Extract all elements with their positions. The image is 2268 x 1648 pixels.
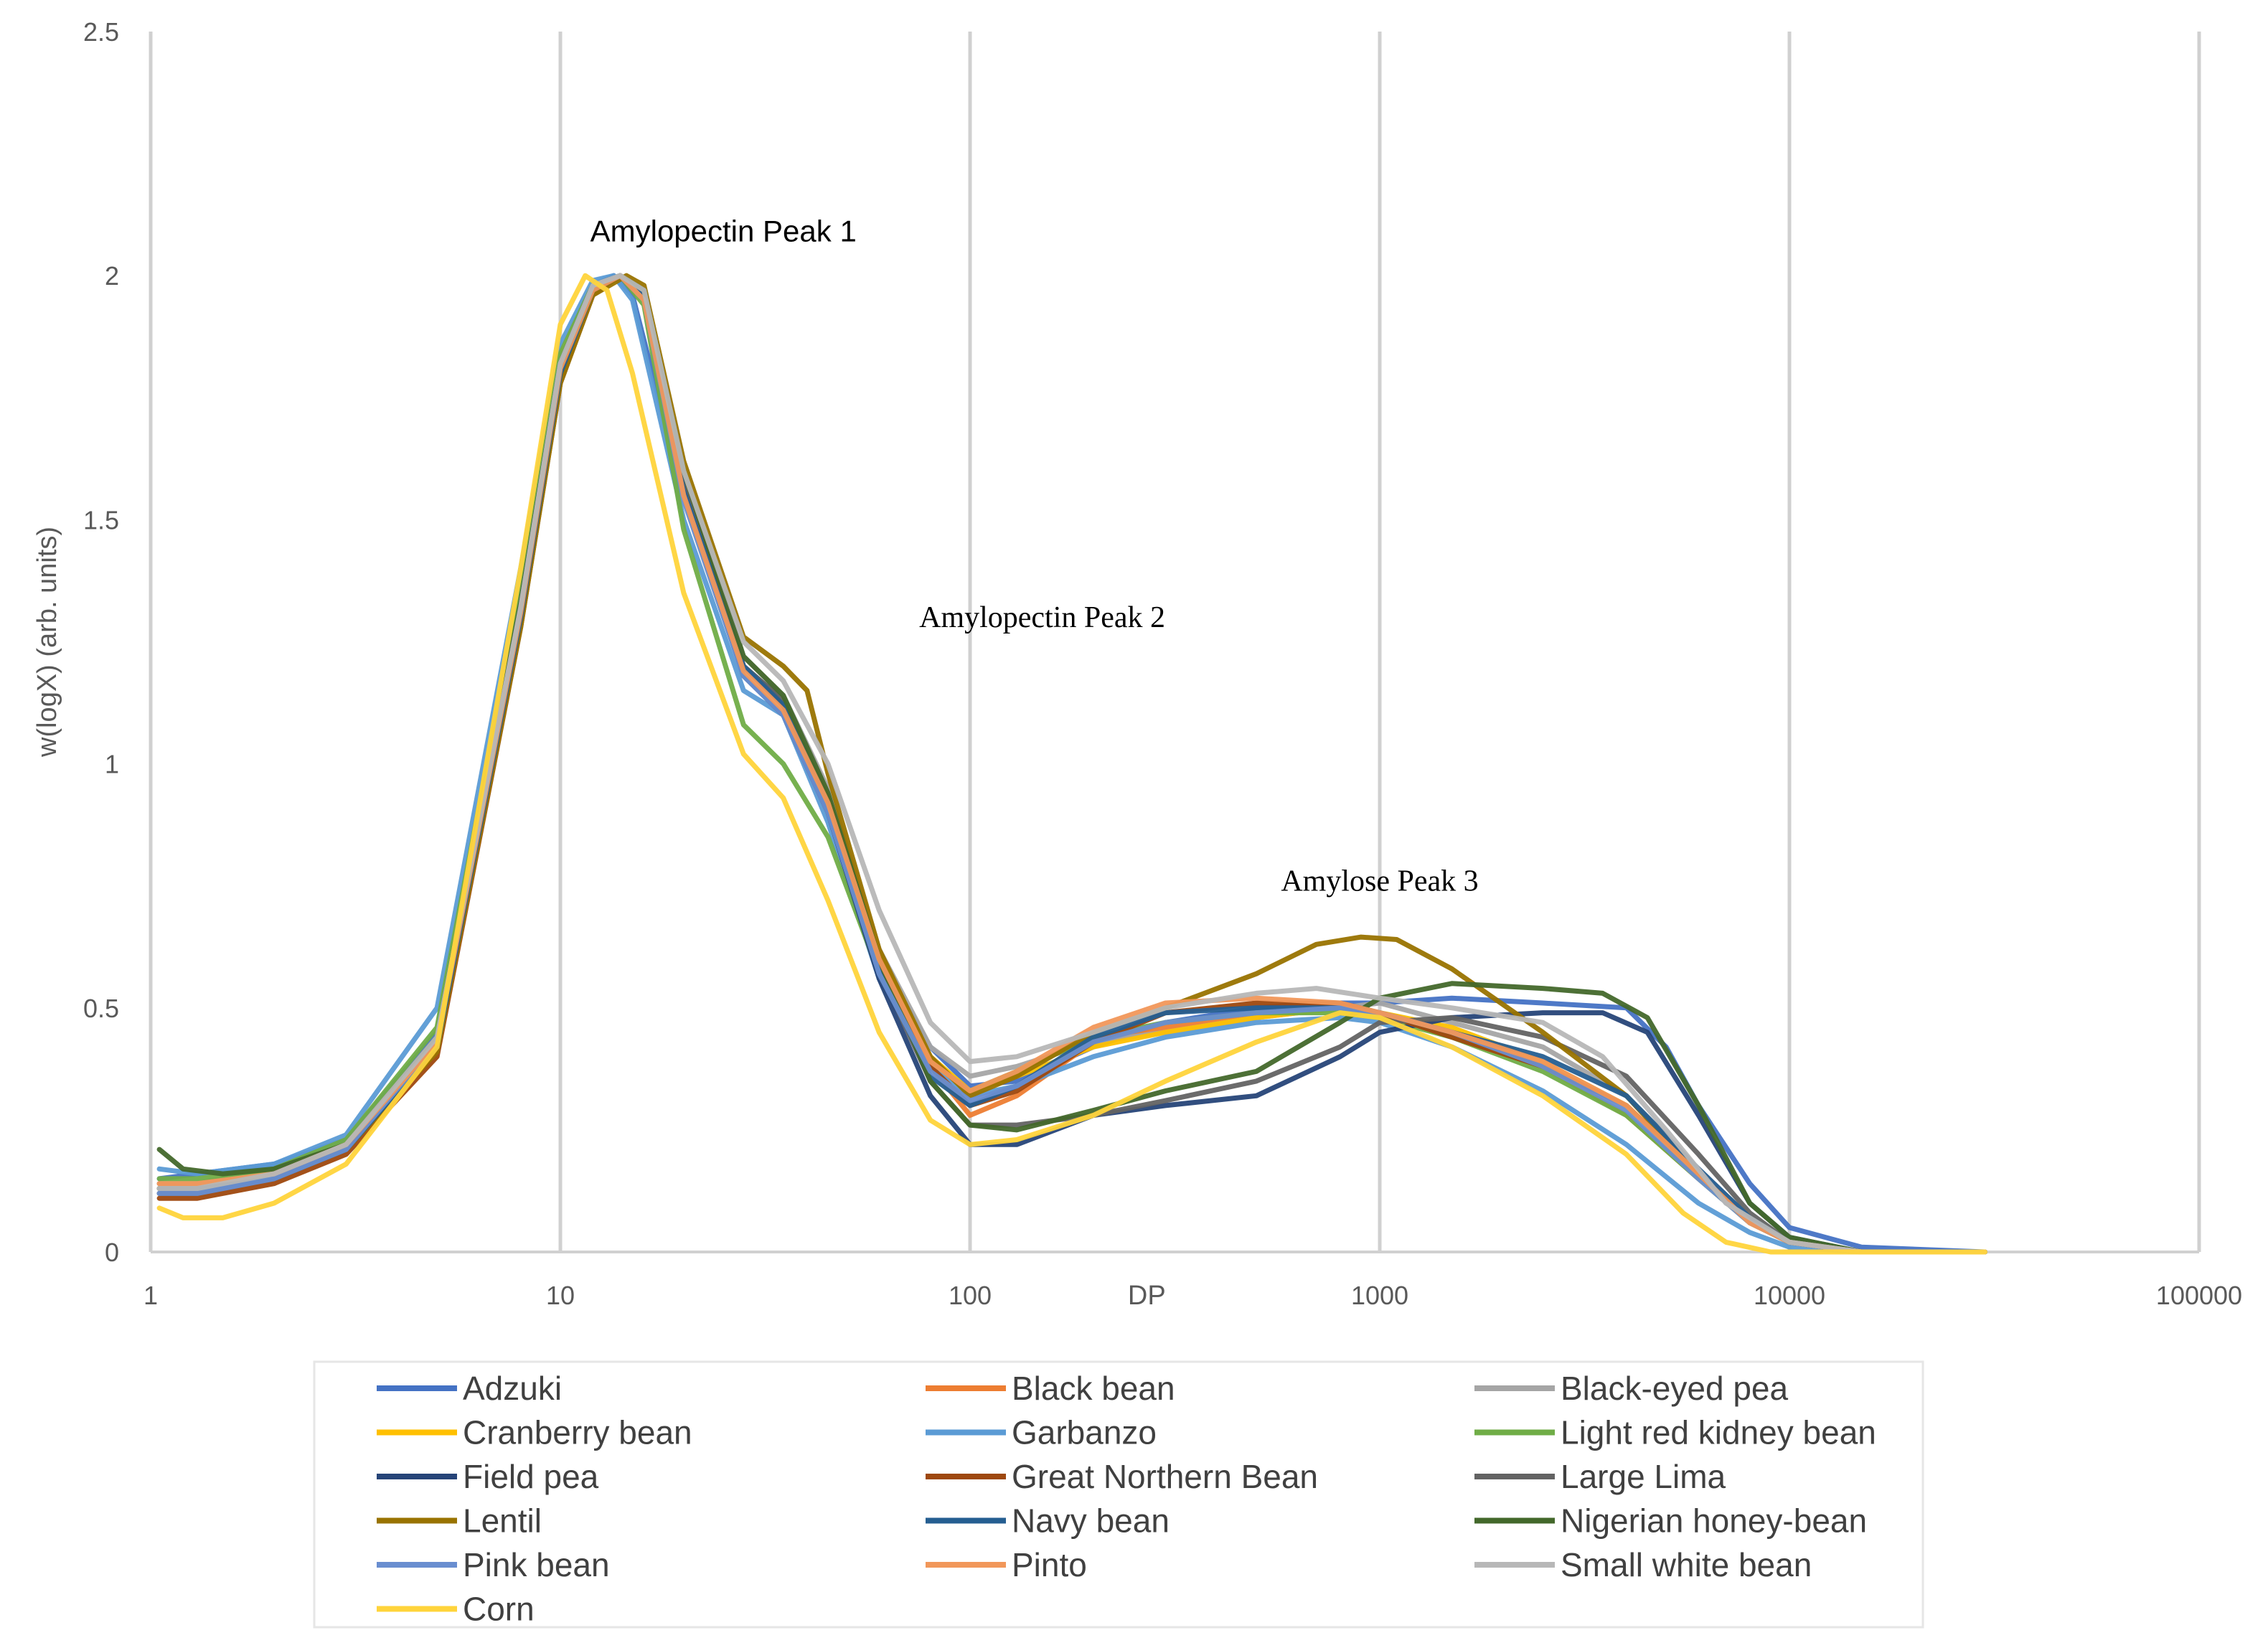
y-tick-label: 0 [105,1238,119,1267]
legend-label: Corn [463,1591,535,1628]
series-line-large-lima [156,273,1987,1255]
legend-label: Nigerian honey-bean [1561,1502,1867,1540]
legend: Adzuki Black bean Black-eyed pea Cranberry … [313,1360,1924,1629]
legend-label: Navy bean [1012,1502,1170,1540]
series-line-lentil [156,273,1987,1255]
y-tick-label: 2.5 [83,17,119,47]
x-tick-label: 1000 [1351,1281,1408,1310]
series-line-nigerian-honey-bean [156,273,1987,1255]
y-tick-label: 1.5 [83,505,119,535]
x-axis-title: DP [1128,1281,1166,1311]
legend-label: Lentil [463,1502,542,1540]
series-line-cranberry-bean [156,273,1987,1255]
series-line-pink-bean [156,273,1987,1255]
x-tick-label: 100 [949,1281,992,1310]
gridlines [149,32,2201,1252]
series-line-garbanzo [156,273,1987,1255]
x-tick-label: 10000 [1754,1281,1825,1310]
y-tick-label: 1 [105,750,119,779]
x-tick-label: 1 [143,1281,158,1310]
legend-label: Large Lima [1561,1458,1726,1495]
legend-label: Small white bean [1561,1546,1812,1583]
legend-label: Great Northern Bean [1012,1458,1318,1495]
series-line-adzuki [156,273,1987,1255]
legend-label: Black bean [1012,1370,1175,1407]
series-line-light-red-kidney-bean [156,273,1987,1255]
series-line-black-bean [156,273,1987,1255]
series-line-small-white-bean [156,273,1987,1255]
annotation-label: Amylopectin Peak 1 [590,215,857,248]
series-line-field-pea [156,273,1987,1255]
x-tick-label: 10 [546,1281,575,1310]
series-line-great-northern-bean [156,273,1987,1255]
legend-label: Garbanzo [1012,1414,1157,1451]
series-line-navy-bean [156,273,1987,1255]
series-line-pinto [156,273,1987,1255]
y-axis-title: w(logX) (arb. units) [32,527,62,758]
legend-label: Pinto [1012,1546,1087,1583]
legend-label: Field pea [463,1458,599,1495]
x-tick-label: 100000 [2156,1281,2242,1310]
y-tick-label: 0.5 [83,994,119,1023]
series-line-corn [156,273,1987,1255]
series-lines [156,273,1987,1255]
annotations: Amylopectin Peak 1 Amylopectin Peak 2 Amyl… [590,215,1479,898]
annotation-label: Amylopectin Peak 2 [919,601,1165,634]
legend-label: Cranberry bean [463,1414,692,1451]
y-tick-label: 2 [105,261,119,291]
legend-label: Adzuki [463,1370,562,1407]
annotation-label: Amylose Peak 3 [1281,865,1478,898]
legend-label: Black-eyed pea [1561,1370,1788,1407]
legend-label: Pink bean [463,1546,610,1583]
axes: 1 10 100 1000 10000 100000 0 0.5 1 1.5 2 2.5 DP w(log… [32,17,2242,1311]
legend-box [313,1360,1924,1629]
legend-label: Light red kidney bean [1561,1414,1876,1451]
series-line-black-eyed-pea [156,273,1987,1255]
